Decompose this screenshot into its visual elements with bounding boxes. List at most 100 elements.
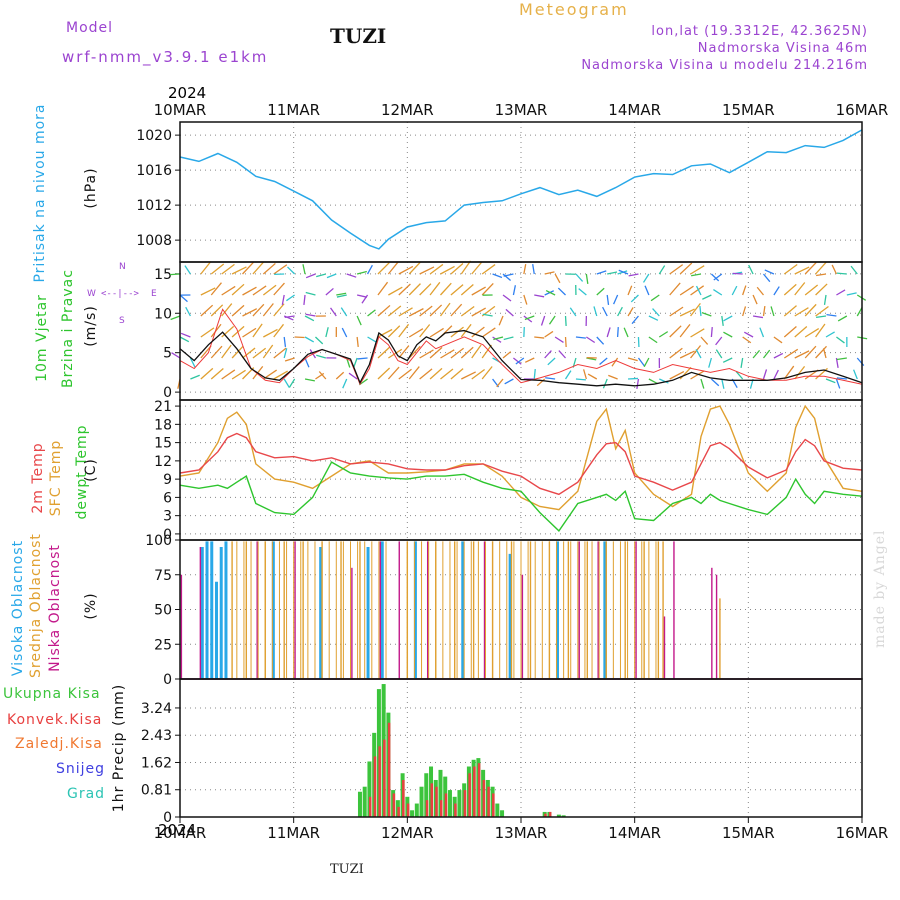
temp-tick-label: 3 [163, 509, 172, 525]
conv-precip-bar [444, 793, 448, 817]
wind-arrow [606, 327, 611, 338]
wind-arrow [502, 351, 512, 359]
conv-precip-bar [454, 803, 457, 817]
wind-arrow [377, 346, 391, 359]
wind-arrow [587, 373, 598, 380]
wind-arrow [617, 270, 628, 275]
wind-arrow [637, 357, 645, 367]
total-precip-bar [495, 803, 500, 817]
precip-legend-conv: Konvek.Kisa [7, 712, 103, 728]
wind-arrow [471, 344, 482, 359]
wind-arrow [356, 270, 367, 275]
wind-arrow [377, 262, 390, 275]
wind-arrow [773, 369, 779, 380]
wind-arrow [545, 289, 556, 296]
wind-arrow [708, 357, 713, 368]
wind-arrow [221, 303, 233, 317]
wind-arrow [471, 326, 485, 338]
wind-arrow [262, 262, 276, 275]
wind-arrow [503, 273, 514, 277]
wind-arrow [742, 336, 752, 344]
wind-arrow [336, 292, 347, 296]
wind-arrow [616, 326, 619, 338]
wind-arrow [460, 346, 474, 359]
wind-arrow [690, 345, 702, 359]
wind-arrow [825, 378, 836, 384]
temp-tick-label: 6 [163, 490, 172, 506]
wind-arrow [659, 378, 669, 384]
conv-precip-bar [544, 813, 547, 817]
wind-arrow [284, 357, 295, 362]
wind-arrow [773, 352, 784, 359]
wind-arrow [273, 323, 285, 338]
wind-arrow [759, 327, 765, 338]
wind-arrow [284, 315, 295, 319]
wind-arrow [231, 345, 244, 359]
wind-arrow [627, 285, 633, 296]
wind-arrow [231, 369, 246, 380]
conv-precip-bar [373, 756, 377, 817]
wind-arrow [419, 349, 434, 359]
wind-arrow [316, 273, 327, 278]
wind-arrow [699, 305, 702, 317]
wind-arrow [804, 345, 817, 359]
wind-arrow [762, 306, 766, 317]
wind-arrow [325, 287, 334, 296]
total-precip-bar [424, 773, 429, 817]
wind-arrow [429, 263, 444, 275]
total-precip-bar [500, 810, 505, 817]
conv-precip-bar [548, 811, 552, 817]
wind-arrow [326, 273, 337, 279]
wind-arrow [398, 265, 414, 275]
cloud-tick-label: 100 [145, 533, 172, 549]
wind-arrow [367, 309, 376, 317]
wind-arrow [304, 315, 315, 322]
wind-arrow [743, 331, 754, 338]
wind-arrow [636, 378, 640, 389]
wind-arrow [783, 283, 797, 296]
wind-arrow [429, 327, 444, 338]
wind-arrow [429, 367, 443, 380]
wind-tick-label: 15 [154, 267, 172, 283]
wind-arrow [557, 287, 566, 296]
wind-arrow [837, 315, 848, 322]
wind-arrow [732, 272, 743, 275]
wind-arrow [648, 378, 658, 385]
wind-arrow [273, 282, 285, 296]
wind-arrow [764, 269, 775, 275]
wind-arrow [481, 366, 493, 380]
wind-arrow [515, 357, 525, 365]
wind-arrow [273, 347, 287, 359]
total-precip-bar [438, 769, 443, 817]
wind-arrow [252, 303, 265, 317]
pressure-tick-label: 1020 [136, 128, 172, 144]
wind-arrow [252, 347, 267, 359]
wind-arrow [596, 287, 605, 296]
wind-arrow [628, 377, 639, 380]
year-top: 2024 [168, 84, 207, 102]
wind-arrow [367, 336, 377, 343]
wind-arrow [695, 348, 702, 359]
wind-arrow [388, 286, 403, 296]
wind-arrow [617, 306, 623, 317]
wind-arrow [545, 377, 556, 380]
wind-arrow [200, 304, 214, 317]
temp-tick-label: 0 [163, 527, 172, 543]
wind-arrow [669, 282, 681, 296]
conv-precip-bar [435, 786, 438, 817]
altitude-text: Nadmorska Visina 46m [697, 41, 868, 56]
wind-arrow [669, 370, 685, 380]
wind-arrow [210, 282, 222, 296]
wind-arrow [742, 306, 747, 317]
wind-arrow [569, 307, 577, 317]
conv-precip-bar [482, 779, 486, 817]
sfc-temp-line [179, 404, 863, 511]
wind-arrow [532, 264, 535, 275]
total-precip-bar [367, 761, 372, 817]
pressure-line [179, 129, 863, 250]
wind-arrow [377, 281, 389, 296]
wind-arrow [599, 357, 608, 365]
lonlat-text: lon,lat (19.3312E, 42.3625N) [651, 24, 868, 39]
wind-arrow [679, 323, 691, 338]
pressure-tick-label: 1016 [136, 163, 172, 179]
